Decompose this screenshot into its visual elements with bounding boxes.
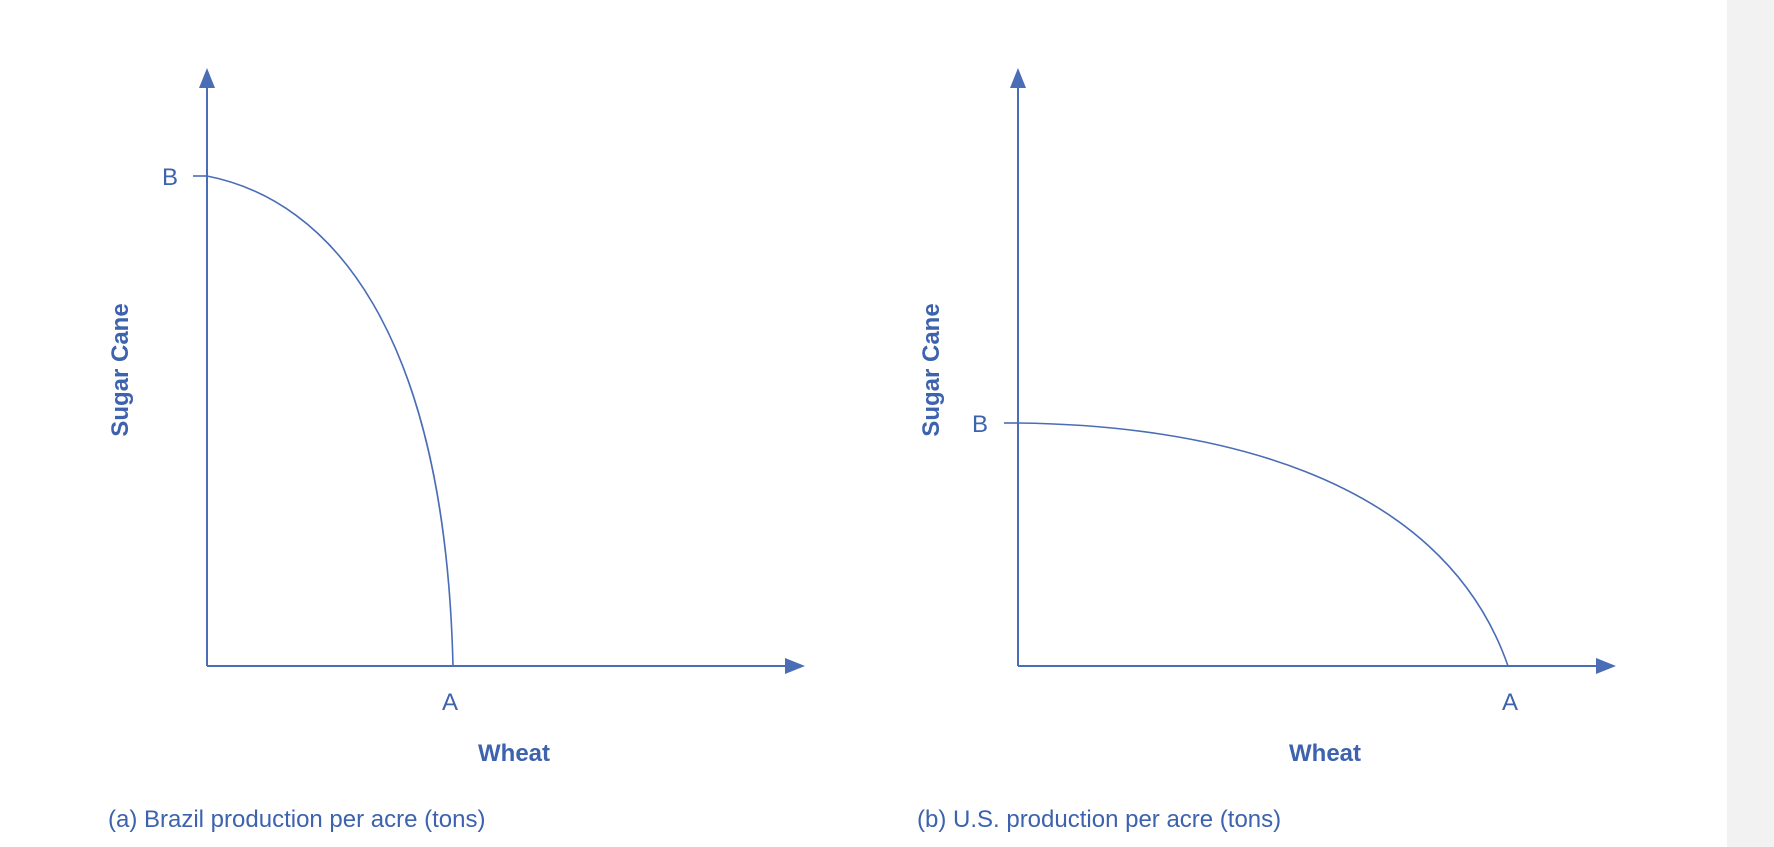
point-b-label: B: [972, 411, 988, 438]
production-possibility-curve: [1017, 422, 1509, 667]
point-a-label: A: [442, 689, 458, 716]
panel-us: B A Wheat Sugar Cane (b) U.S. production…: [917, 68, 1616, 833]
panel-caption: (b) U.S. production per acre (tons): [917, 806, 1281, 833]
x-axis-label: Wheat: [478, 740, 550, 767]
y-axis-label: Sugar Cane: [107, 303, 134, 436]
panel-brazil: B A Wheat Sugar Cane (a) Brazil producti…: [107, 68, 805, 833]
panel-caption: (a) Brazil production per acre (tons): [108, 806, 485, 833]
point-b-label: B: [162, 164, 178, 191]
y-axis-label: Sugar Cane: [918, 303, 945, 436]
right-gutter: [1727, 0, 1774, 847]
point-a-label: A: [1502, 689, 1518, 716]
production-possibility-curve: [206, 175, 454, 667]
x-axis-label: Wheat: [1289, 740, 1361, 767]
